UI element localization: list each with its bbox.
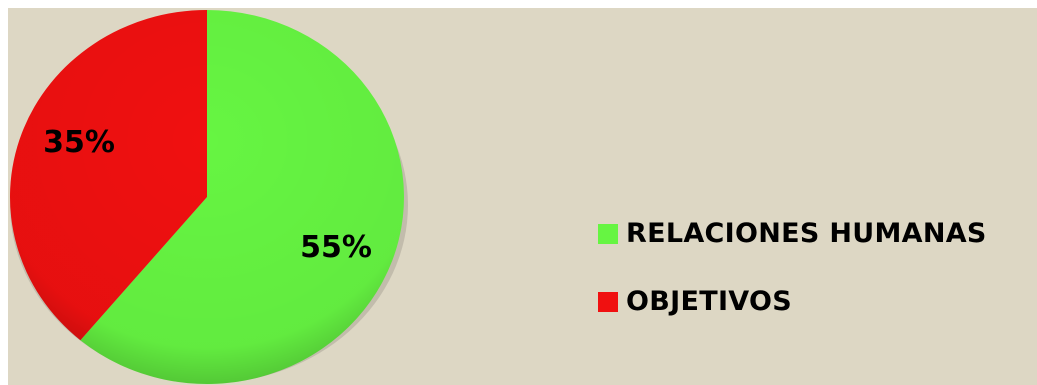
legend-swatch-relaciones-humanas — [598, 224, 618, 244]
legend-item-objetivos: OBJETIVOS — [598, 287, 792, 317]
legend-swatch-objetivos — [598, 292, 618, 312]
chart-legend: RELACIONES HUMANAS OBJETIVOS — [598, 219, 1037, 329]
legend-item-relaciones-humanas: RELACIONES HUMANAS — [598, 219, 987, 249]
slice-label-objetivos: 35% — [43, 125, 115, 160]
pie-slices — [9, 10, 404, 384]
legend-label-relaciones-humanas: RELACIONES HUMANAS — [626, 219, 987, 249]
legend-label-objetivos: OBJETIVOS — [626, 286, 793, 317]
slice-label-relaciones-humanas: 55% — [300, 230, 372, 265]
